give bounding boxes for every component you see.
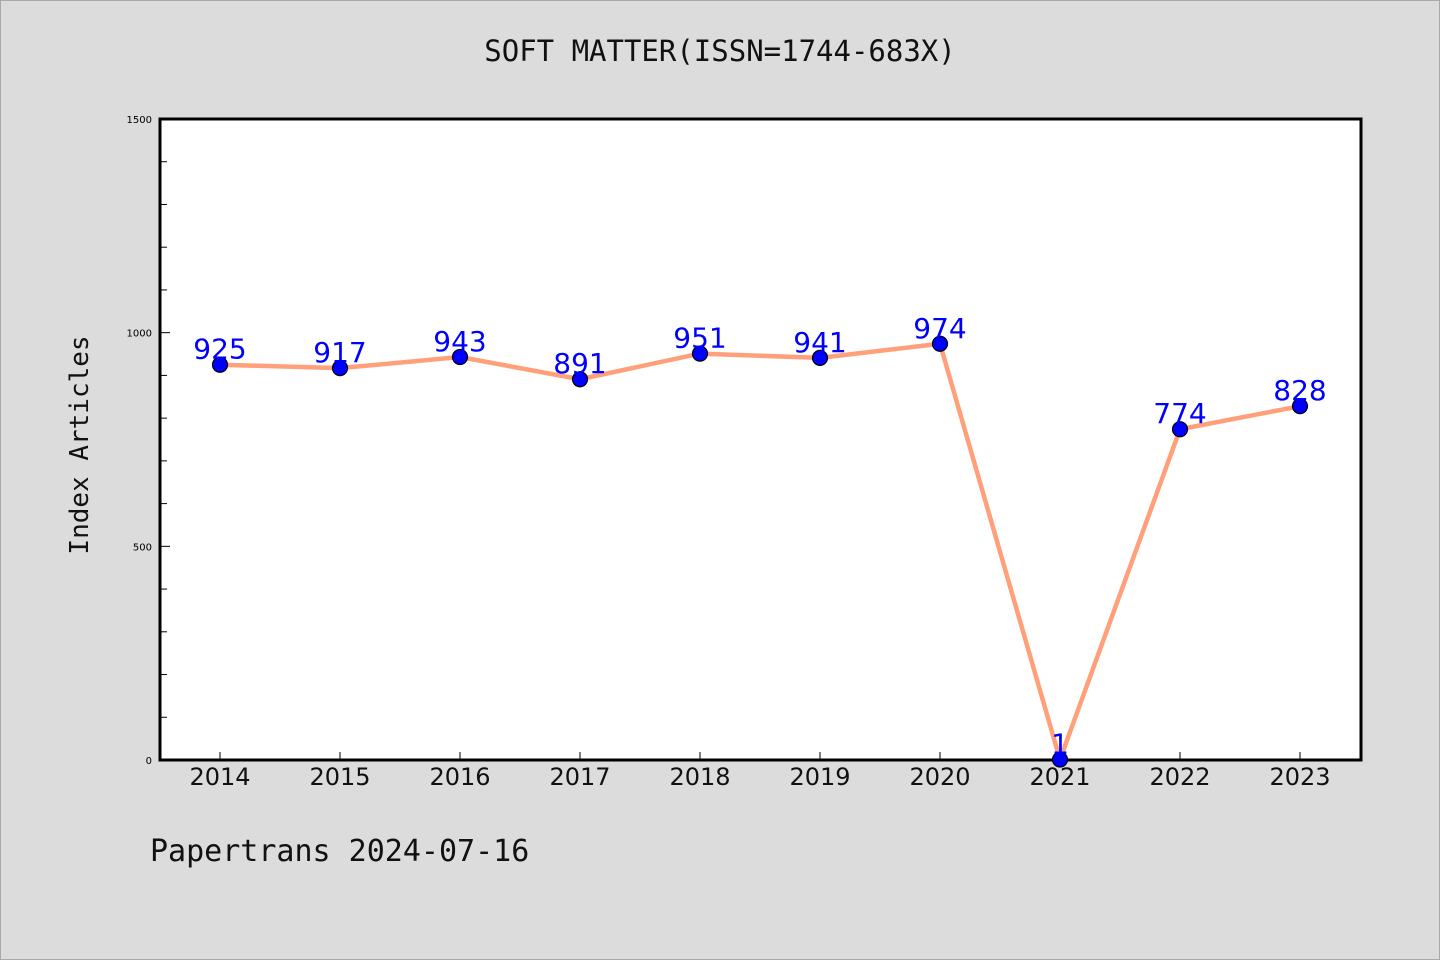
chart-title: SOFT MATTER(ISSN=1744-683X): [484, 34, 956, 68]
series-index-articles: [211, 335, 1309, 768]
x-tick-label: 2014: [189, 763, 250, 791]
x-axis: 2014 2015 2016 2017 2018 2019 2020 2021 2022 2023: [189, 752, 1331, 791]
x-tick-label: 2020: [909, 763, 970, 791]
data-label: 941: [793, 326, 846, 359]
y-axis: 0 500 1000 1500: [127, 115, 170, 767]
y-tick-label: 1000: [127, 329, 152, 340]
x-tick-label: 2016: [429, 763, 490, 791]
y-tick-label: 500: [133, 542, 152, 553]
data-point: [571, 371, 589, 388]
data-point: [1171, 421, 1189, 438]
data-label: 943: [433, 325, 486, 358]
data-point: [931, 335, 949, 352]
x-tick-label: 2019: [789, 763, 850, 791]
data-label: 1: [1051, 728, 1069, 761]
data-point: [211, 356, 229, 373]
x-tick-label: 2017: [549, 763, 610, 791]
data-point: [451, 348, 469, 366]
data-label: 774: [1153, 397, 1206, 430]
plot-area: [158, 117, 1363, 762]
data-label: 917: [313, 336, 366, 369]
x-tick-label: 2023: [1269, 763, 1330, 791]
data-label: 951: [673, 322, 726, 355]
y-tick-label: 1500: [127, 115, 152, 126]
x-tick-label: 2022: [1149, 763, 1210, 791]
series-line: [217, 341, 1303, 762]
x-tick-label: 2018: [669, 763, 730, 791]
data-point: [691, 345, 709, 362]
data-labels: 925 917 943 891 951 941 974 1 774 828: [193, 312, 1326, 761]
data-label: 974: [913, 312, 966, 345]
footer-credit: Papertrans 2024-07-16: [150, 834, 530, 869]
data-point: [811, 349, 829, 366]
y-tick-label: 0: [146, 756, 152, 767]
data-label: 828: [1273, 374, 1326, 407]
data-point: [1051, 751, 1069, 768]
x-tick-label: 2015: [309, 763, 370, 791]
data-label: 891: [553, 347, 606, 380]
data-label: 925: [193, 333, 246, 366]
data-point: [1291, 398, 1309, 415]
data-point: [331, 360, 349, 377]
